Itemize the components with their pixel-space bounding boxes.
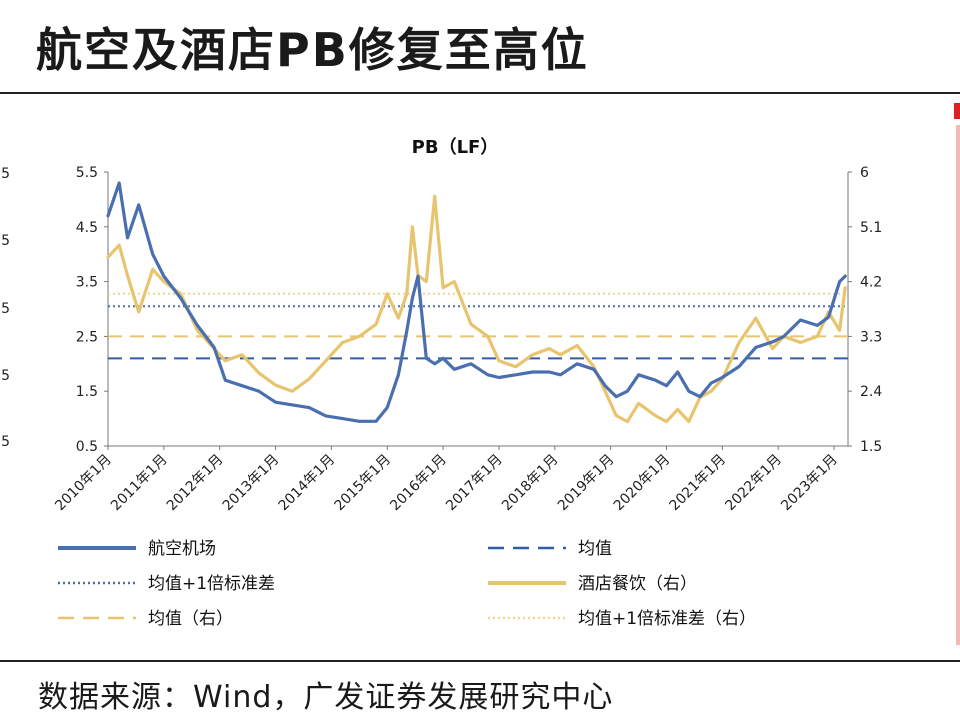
x-tick-label: 2017年1月	[443, 452, 506, 515]
x-axis-ticks: 2010年1月2011年1月2012年1月2013年1月2014年1月2015年…	[52, 446, 841, 514]
side-marker	[954, 103, 960, 119]
x-tick-label: 2019年1月	[555, 452, 618, 515]
legend-label: 均值	[578, 539, 612, 559]
x-tick-label: 2010年1月	[52, 452, 115, 515]
x-tick-label: 2016年1月	[387, 452, 450, 515]
right-tick-label: 5.1	[860, 220, 882, 236]
legend-label: 均值+1倍标准差（右）	[578, 609, 756, 629]
x-tick-label: 2020年1月	[611, 452, 674, 515]
left-outer-axis-ticks: 5 5 5 5 5	[1, 166, 10, 450]
slide-title: 航空及酒店PB修复至高位	[36, 23, 589, 77]
right-tick-label: 2.4	[860, 384, 882, 400]
title-divider	[0, 92, 960, 94]
airport-series-line	[106, 181, 847, 423]
x-tick-label: 2012年1月	[164, 452, 227, 515]
right-tick-label: 3.3	[860, 329, 882, 345]
left-tick-label: 1.5	[76, 384, 98, 400]
chart-title: PB（LF）	[412, 137, 499, 158]
legend-label: 均值（右）	[148, 609, 233, 629]
right-tick-label: 4.2	[860, 275, 882, 291]
left-outer-tick-label: 5	[1, 233, 10, 249]
left-axis-ticks: 0.5 1.5 2.5 3.5 4.5 5.5	[76, 165, 108, 455]
legend-label: 酒店餐饮（右）	[578, 574, 697, 594]
footer-divider	[0, 660, 960, 662]
x-tick-label: 2018年1月	[499, 452, 562, 515]
source-note: 数据来源：Wind，广发证券发展研究中心	[38, 680, 614, 715]
x-tick-label: 2015年1月	[331, 452, 394, 515]
x-tick-label: 2023年1月	[778, 452, 841, 515]
hotel-series-line	[106, 194, 847, 424]
left-outer-tick-label: 5	[1, 301, 10, 317]
right-axis-ticks: 1.5 2.4 3.3 4.2 5.1 6	[848, 165, 882, 455]
left-tick-label: 2.5	[76, 329, 98, 345]
x-tick-label: 2011年1月	[108, 452, 171, 515]
x-tick-label: 2021年1月	[667, 452, 730, 515]
left-tick-label: 4.5	[76, 220, 98, 236]
legend-label: 均值+1倍标准差	[148, 574, 275, 594]
x-tick-label: 2014年1月	[276, 452, 339, 515]
x-tick-label: 2013年1月	[220, 452, 283, 515]
x-tick-label: 2022年1月	[722, 452, 785, 515]
right-tick-label: 1.5	[860, 439, 882, 455]
left-tick-label: 3.5	[76, 275, 98, 291]
right-tick-label: 6	[860, 165, 869, 181]
left-outer-tick-label: 5	[1, 166, 10, 182]
chart-frame	[107, 172, 849, 447]
left-tick-label: 5.5	[76, 165, 98, 181]
left-outer-tick-label: 5	[1, 434, 10, 450]
pb-chart: PB（LF） 0.5 1.5 2.5 3.5 4.5 5.5 5 5 5 5 5 1.5 2.4 3.…	[1, 137, 882, 629]
side-panel	[956, 125, 960, 645]
left-tick-label: 0.5	[76, 439, 98, 455]
left-outer-tick-label: 5	[1, 368, 10, 384]
series-lines	[106, 181, 847, 424]
legend-label: 航空机场	[148, 539, 216, 559]
